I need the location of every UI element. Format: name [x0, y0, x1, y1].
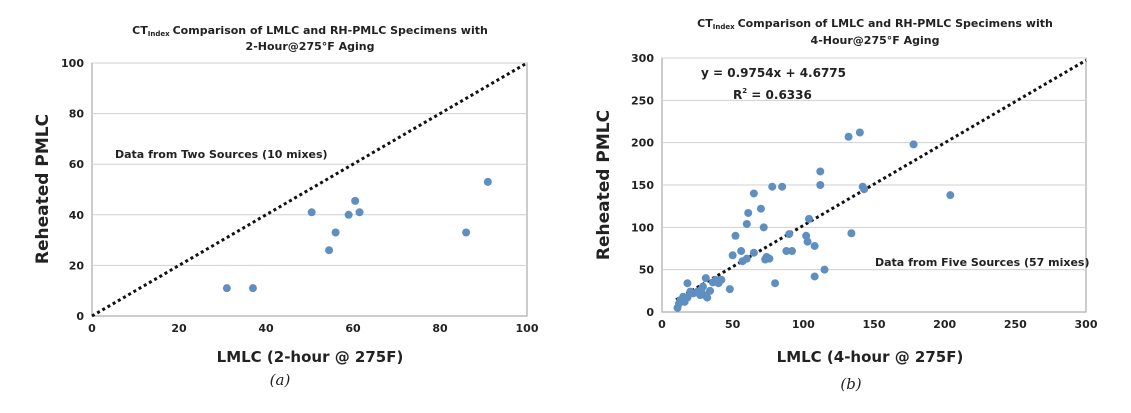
data-point — [742, 219, 751, 228]
data-point — [355, 208, 364, 217]
chart-panel-b: CTIndex Comparison of LMLC and RH-PMLC Sp… — [565, 0, 1131, 409]
data-point — [728, 251, 737, 260]
data-point — [816, 181, 825, 189]
x-tick-label: 0 — [658, 318, 666, 331]
data-point — [344, 210, 353, 219]
y-tick-label: 20 — [69, 259, 85, 272]
data-point — [331, 228, 340, 237]
data-point — [782, 247, 791, 256]
x-tick-label: 200 — [933, 318, 956, 331]
data-point — [698, 282, 707, 291]
data-point — [788, 247, 797, 256]
data-point — [683, 279, 692, 288]
x-tick-label: 100 — [792, 318, 815, 331]
data-point — [703, 293, 712, 302]
y-axis-label: Reheated PMLC — [33, 114, 53, 264]
data-source-annotation: Data from Five Sources (57 mixes) — [875, 256, 1090, 269]
data-point — [855, 128, 864, 137]
data-point — [749, 248, 758, 257]
data-point — [701, 274, 710, 283]
panel-caption: (b) — [840, 375, 861, 393]
x-tick-label: 60 — [345, 322, 361, 335]
data-point — [717, 275, 726, 284]
x-axis-label: LMLC (4-hour @ 275F) — [777, 348, 964, 366]
x-tick-label: 40 — [258, 322, 274, 335]
data-point — [810, 272, 819, 281]
x-tick-label: 100 — [516, 322, 539, 335]
data-point — [860, 185, 869, 194]
y-tick-label: 40 — [69, 209, 85, 222]
x-tick-label: 50 — [725, 318, 741, 331]
data-point — [462, 228, 471, 237]
chart-title-line1: CTIndex Comparison of LMLC and RH-PMLC Sp… — [697, 17, 1053, 31]
data-point — [749, 189, 758, 198]
data-point — [759, 223, 768, 232]
data-point — [222, 284, 231, 293]
data-point — [785, 230, 794, 239]
y-tick-label: 150 — [631, 179, 654, 192]
panel-caption: (a) — [270, 371, 291, 389]
chart-title-line2: 2-Hour@275°F Aging — [246, 40, 375, 53]
title-main: Comparison of LMLC and RH-PMLC Specimens… — [738, 17, 1053, 30]
data-point — [744, 208, 753, 217]
data-point — [778, 182, 787, 191]
data-point — [803, 237, 812, 246]
data-point — [909, 140, 918, 149]
data-point — [820, 265, 829, 274]
y-tick-label: 0 — [76, 310, 84, 323]
data-point — [725, 285, 734, 294]
y-tick-label: 50 — [639, 264, 655, 277]
data-point — [307, 208, 316, 217]
y-tick-label: 300 — [631, 52, 654, 65]
equality-line — [91, 61, 528, 318]
data-point — [325, 246, 334, 255]
data-point — [756, 204, 765, 213]
data-point — [706, 286, 715, 295]
data-point — [768, 182, 777, 191]
chart-title-line2: 4-Hour@275°F Aging — [811, 34, 940, 47]
data-point — [847, 229, 856, 238]
data-point — [810, 241, 819, 250]
data-point — [771, 279, 780, 288]
x-tick-label: 20 — [171, 322, 187, 335]
y-tick-label: 0 — [646, 306, 654, 319]
x-axis-label: LMLC (2-hour @ 275F) — [217, 348, 404, 366]
title-subscript: Index — [713, 23, 735, 31]
x-tick-label: 250 — [1004, 318, 1027, 331]
data-source-annotation: Data from Two Sources (10 mixes) — [115, 148, 328, 161]
data-point — [731, 231, 740, 240]
data-point — [816, 167, 825, 176]
title-subscript: Index — [148, 30, 170, 38]
y-tick-label: 250 — [631, 94, 654, 107]
data-point — [737, 247, 746, 256]
y-tick-label: 100 — [631, 221, 654, 234]
data-point — [742, 254, 751, 263]
data-point — [765, 254, 774, 263]
r-squared-label: R2 = 0.6336 — [733, 87, 812, 102]
scatter-chart-b: CTIndex Comparison of LMLC and RH-PMLC Sp… — [594, 17, 1098, 393]
y-tick-label: 100 — [61, 57, 84, 70]
data-point — [946, 191, 955, 200]
regression-equation: y = 0.9754x + 4.6775 — [701, 66, 846, 80]
data-point — [804, 214, 813, 223]
data-point — [683, 293, 692, 302]
chart-title-line1: CTIndex Comparison of LMLC and RH-PMLC Sp… — [132, 24, 488, 38]
x-tick-label: 0 — [88, 322, 96, 335]
data-point — [248, 284, 257, 293]
x-tick-label: 150 — [863, 318, 886, 331]
y-tick-label: 80 — [69, 108, 85, 121]
y-tick-label: 200 — [631, 137, 654, 150]
data-point — [483, 177, 492, 186]
y-tick-label: 60 — [69, 158, 85, 171]
scatter-chart-a: CTIndex Comparison of LMLC and RH-PMLC Sp… — [33, 24, 539, 389]
y-axis-label: Reheated PMLC — [594, 110, 614, 260]
title-main: Comparison of LMLC and RH-PMLC Specimens… — [173, 24, 488, 37]
chart-panel-a: CTIndex Comparison of LMLC and RH-PMLC Sp… — [0, 0, 560, 409]
data-point — [351, 196, 360, 205]
x-tick-label: 80 — [432, 322, 448, 335]
x-tick-label: 300 — [1075, 318, 1098, 331]
data-point — [844, 132, 853, 141]
